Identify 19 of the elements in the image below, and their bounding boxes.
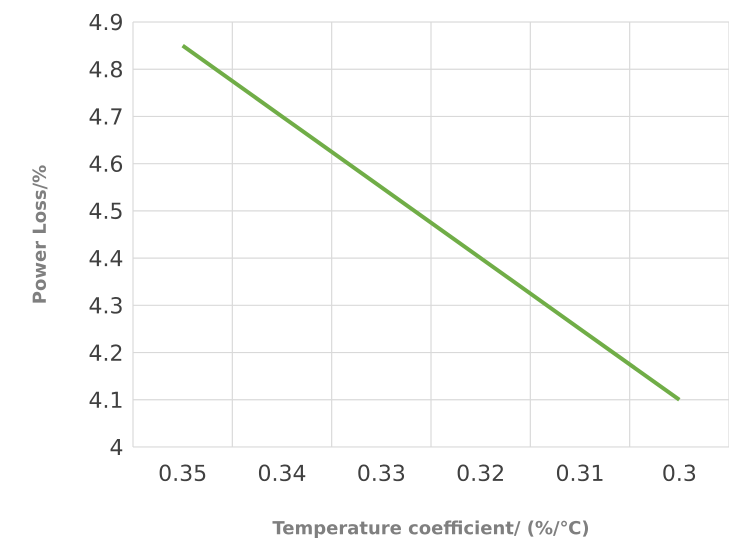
y-tick-label: 4.4 [90,250,122,266]
y-axis-title: Power Loss/% [32,165,48,303]
x-tick-label: 0.32 [458,464,503,482]
x-tick-label: 0.33 [358,464,404,482]
y-tick-label: 4.5 [90,202,122,220]
x-tick-label: 0.31 [556,464,602,482]
x-tick-label: 0.3 [663,464,696,482]
line-series [180,44,682,402]
y-tick-label: 4.2 [90,344,122,361]
y-tick-label: 4.7 [90,108,122,124]
y-tick-label: 4 [110,438,122,456]
y-tick-label: 4.3 [90,297,122,314]
x-tick-label: 0.34 [258,464,306,482]
x-tick-label: 0.35 [160,464,206,482]
x-axis-title: Temperature coefficient/ (%/℃) [272,520,588,538]
y-tick-label: 4.8 [90,60,122,78]
y-tick-label: 4.9 [90,14,122,30]
y-tick-label: 4.1 [90,392,122,408]
y-tick-label: 4.6 [90,155,122,172]
